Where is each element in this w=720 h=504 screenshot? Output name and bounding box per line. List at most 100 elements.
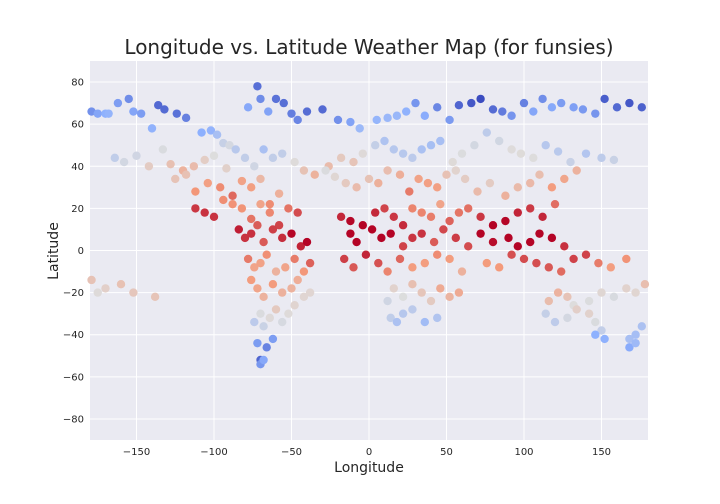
- data-point: [433, 250, 442, 259]
- data-point: [278, 317, 287, 327]
- y-tick-label: 40: [71, 162, 84, 173]
- data-point: [426, 141, 436, 150]
- data-point: [591, 109, 600, 118]
- data-point: [181, 170, 191, 179]
- data-point: [395, 170, 405, 179]
- data-point: [547, 103, 557, 112]
- data-point: [355, 124, 364, 133]
- data-point: [268, 225, 278, 234]
- data-point: [104, 109, 113, 118]
- data-point: [262, 250, 271, 259]
- data-point: [181, 113, 191, 123]
- data-point: [451, 233, 460, 243]
- data-point: [197, 128, 206, 137]
- data-point: [374, 178, 383, 188]
- data-point: [408, 305, 417, 314]
- data-point: [417, 288, 426, 297]
- data-point: [271, 305, 281, 314]
- data-point: [172, 109, 181, 118]
- data-point: [113, 98, 123, 108]
- data-point: [380, 136, 389, 146]
- data-point: [408, 204, 417, 213]
- data-point: [625, 334, 634, 344]
- data-point: [547, 183, 557, 192]
- data-point: [352, 237, 361, 247]
- data-point: [553, 147, 563, 156]
- data-point: [460, 174, 470, 184]
- data-point: [293, 208, 302, 217]
- data-points: [87, 82, 650, 369]
- data-point: [544, 296, 553, 306]
- data-point: [398, 149, 408, 158]
- data-point: [101, 284, 110, 293]
- data-point: [299, 166, 309, 175]
- data-point: [529, 107, 538, 116]
- data-point: [597, 288, 606, 297]
- x-tick-label: 100: [514, 447, 533, 458]
- data-point: [287, 284, 296, 293]
- data-point: [209, 151, 219, 160]
- data-point: [386, 313, 395, 323]
- data-point: [557, 267, 566, 276]
- data-point: [259, 355, 268, 365]
- data-point: [147, 124, 157, 133]
- data-point: [305, 258, 315, 268]
- data-point: [417, 145, 426, 154]
- data-point: [445, 216, 454, 226]
- data-point: [526, 237, 535, 247]
- data-point: [330, 172, 340, 182]
- data-point: [256, 199, 265, 209]
- data-point: [451, 166, 460, 175]
- data-point: [364, 174, 374, 184]
- data-point: [129, 288, 138, 297]
- data-point: [278, 288, 287, 297]
- data-point: [271, 94, 281, 104]
- data-point: [609, 155, 619, 165]
- x-tick-label: 150: [592, 447, 611, 458]
- data-point: [398, 309, 408, 318]
- data-point: [398, 221, 408, 230]
- data-point: [247, 183, 256, 192]
- data-point: [124, 94, 133, 104]
- data-point: [150, 292, 160, 302]
- data-point: [423, 178, 433, 188]
- y-axis-label: Latitude: [46, 222, 62, 280]
- data-point: [231, 145, 240, 154]
- tick-labels: −150 −100 −50 0 50 100 150 −80 −60 −40 −20 0 20 40 60 8…: [63, 78, 611, 458]
- data-point: [290, 157, 299, 167]
- data-point: [200, 155, 209, 165]
- data-point: [606, 263, 615, 272]
- data-point: [420, 317, 429, 327]
- data-point: [591, 330, 600, 339]
- data-point: [222, 164, 231, 173]
- data-point: [219, 195, 228, 205]
- data-point: [367, 225, 377, 234]
- data-point: [597, 153, 606, 163]
- data-point: [541, 309, 550, 318]
- data-point: [253, 338, 262, 348]
- data-point: [488, 237, 498, 247]
- data-point: [247, 275, 256, 285]
- data-point: [519, 254, 529, 264]
- data-point: [383, 296, 392, 306]
- x-tick-label: −50: [281, 447, 302, 458]
- data-point: [584, 296, 594, 306]
- data-point: [597, 326, 606, 335]
- y-tick-label: −60: [63, 372, 84, 383]
- data-point: [336, 212, 346, 222]
- data-point: [256, 309, 265, 318]
- data-point: [237, 176, 247, 186]
- data-point: [129, 107, 138, 116]
- data-point: [290, 301, 299, 310]
- data-point: [116, 279, 126, 289]
- data-point: [144, 162, 154, 171]
- data-point: [553, 288, 563, 297]
- data-point: [284, 309, 293, 318]
- y-tick-label: −20: [63, 288, 84, 299]
- data-point: [408, 233, 417, 243]
- data-point: [442, 170, 451, 179]
- data-point: [234, 225, 243, 234]
- data-point: [457, 267, 467, 276]
- data-point: [501, 216, 510, 226]
- data-point: [433, 183, 442, 192]
